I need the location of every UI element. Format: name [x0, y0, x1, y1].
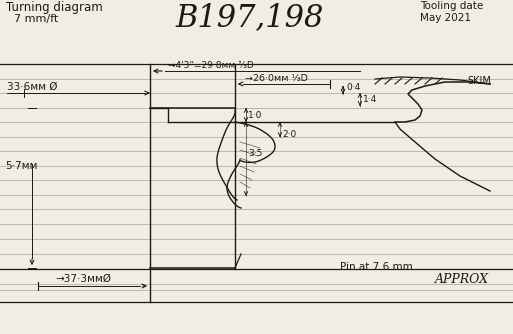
Text: May 2021: May 2021 [420, 13, 471, 23]
Text: 33·6мм Ø: 33·6мм Ø [7, 82, 57, 92]
Text: →4'3”=29·8мм ⅔D: →4'3”=29·8мм ⅔D [168, 61, 254, 70]
Text: 1·0: 1·0 [248, 111, 262, 120]
Text: 0·4: 0·4 [346, 84, 360, 93]
Text: →26·0мм ⅓D: →26·0мм ⅓D [245, 74, 308, 83]
Text: 3·5: 3·5 [248, 150, 262, 159]
Text: Tooling date: Tooling date [420, 1, 483, 11]
Text: 2·0: 2·0 [282, 130, 296, 139]
Text: APPROX: APPROX [435, 273, 489, 286]
Text: Pin at 7.6 mm: Pin at 7.6 mm [340, 262, 413, 272]
Text: →37·3ммØ: →37·3ммØ [55, 274, 111, 284]
Text: 5·7мм: 5·7мм [5, 161, 37, 171]
Text: B197,198: B197,198 [175, 2, 323, 33]
Text: SKIM: SKIM [467, 76, 491, 86]
Text: Turning diagram: Turning diagram [6, 1, 103, 14]
Text: 7 mm/ft: 7 mm/ft [14, 14, 58, 24]
Text: 1·4: 1·4 [363, 95, 377, 104]
